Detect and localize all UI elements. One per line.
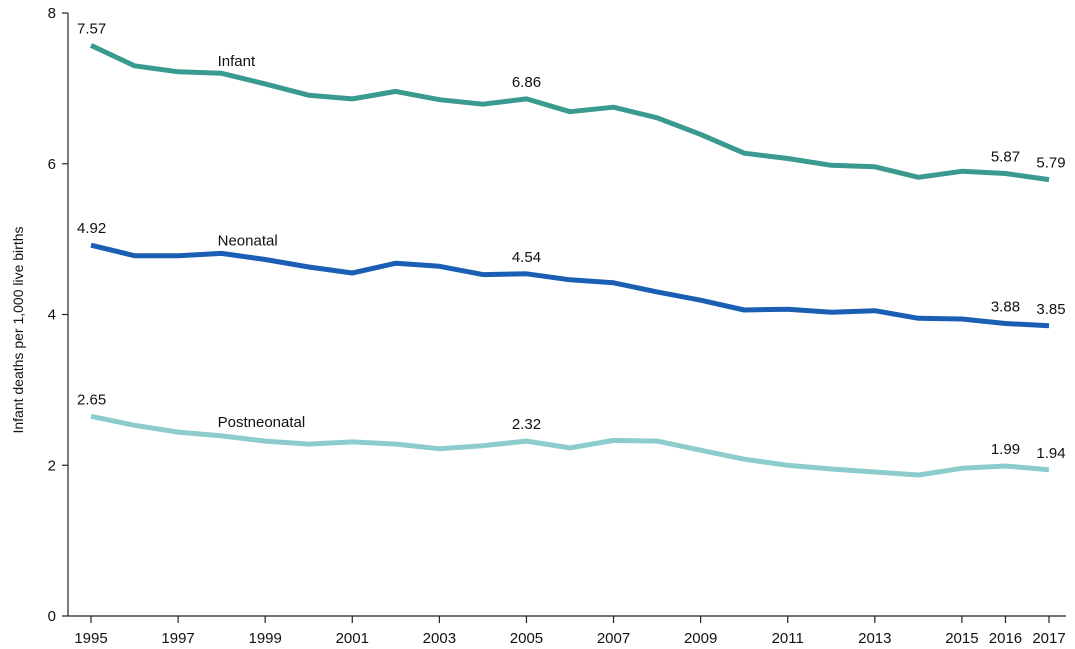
axes: 0 2 4 6 8 1995 1997 1999 2001 2003 2005 2007 2009 201… (48, 5, 1066, 647)
y-axis-title: Infant deaths per 1,000 live births (10, 226, 26, 433)
y-tick-label: 0 (48, 608, 56, 625)
x-tick-label: 1995 (74, 630, 107, 647)
y-tick-label: 2 (48, 457, 56, 474)
x-tick-label: 1997 (161, 630, 194, 647)
x-tick-label: 2015 (945, 630, 978, 647)
series-line-neonatal (90, 242, 1050, 329)
series-lines (89, 43, 1050, 478)
series-name-infant: Infant (218, 53, 256, 70)
data-label: 4.92 (77, 220, 106, 237)
data-label: 2.32 (512, 416, 541, 433)
data-label: 5.87 (991, 149, 1020, 166)
data-label: 3.88 (991, 299, 1020, 316)
x-tick-label: 2017 (1032, 630, 1065, 647)
x-tick-label: 2009 (684, 630, 717, 647)
x-tick-label: 2013 (858, 630, 891, 647)
data-label: 1.99 (991, 441, 1020, 458)
x-tick-label: 2016 (989, 630, 1022, 647)
y-tick-label: 6 (48, 156, 56, 173)
data-label: 5.79 (1036, 155, 1065, 172)
x-tick-label: 1999 (248, 630, 281, 647)
data-label: 2.65 (77, 391, 106, 408)
x-tick-label: 2005 (510, 630, 543, 647)
x-tick-label: 2007 (597, 630, 630, 647)
series-line-infant (89, 43, 1050, 183)
data-label: 4.54 (512, 249, 541, 266)
x-tick-label: 2003 (423, 630, 456, 647)
series-name-postneonatal: Postneonatal (218, 414, 306, 431)
data-label: 6.86 (512, 74, 541, 91)
data-label: 7.57 (77, 20, 106, 37)
series-line-postneonatal (90, 413, 1050, 478)
data-labels: Infant 7.57 6.86 5.87 5.79 Neonatal 4.92 4.54 3.… (77, 20, 1066, 461)
x-tick-label: 2011 (772, 630, 804, 647)
x-tick-label: 2001 (336, 630, 369, 647)
y-tick-label: 8 (48, 5, 56, 22)
data-label: 3.85 (1036, 301, 1065, 318)
series-name-neonatal: Neonatal (218, 232, 278, 249)
data-label: 1.94 (1036, 445, 1065, 462)
y-tick-label: 4 (48, 307, 56, 324)
